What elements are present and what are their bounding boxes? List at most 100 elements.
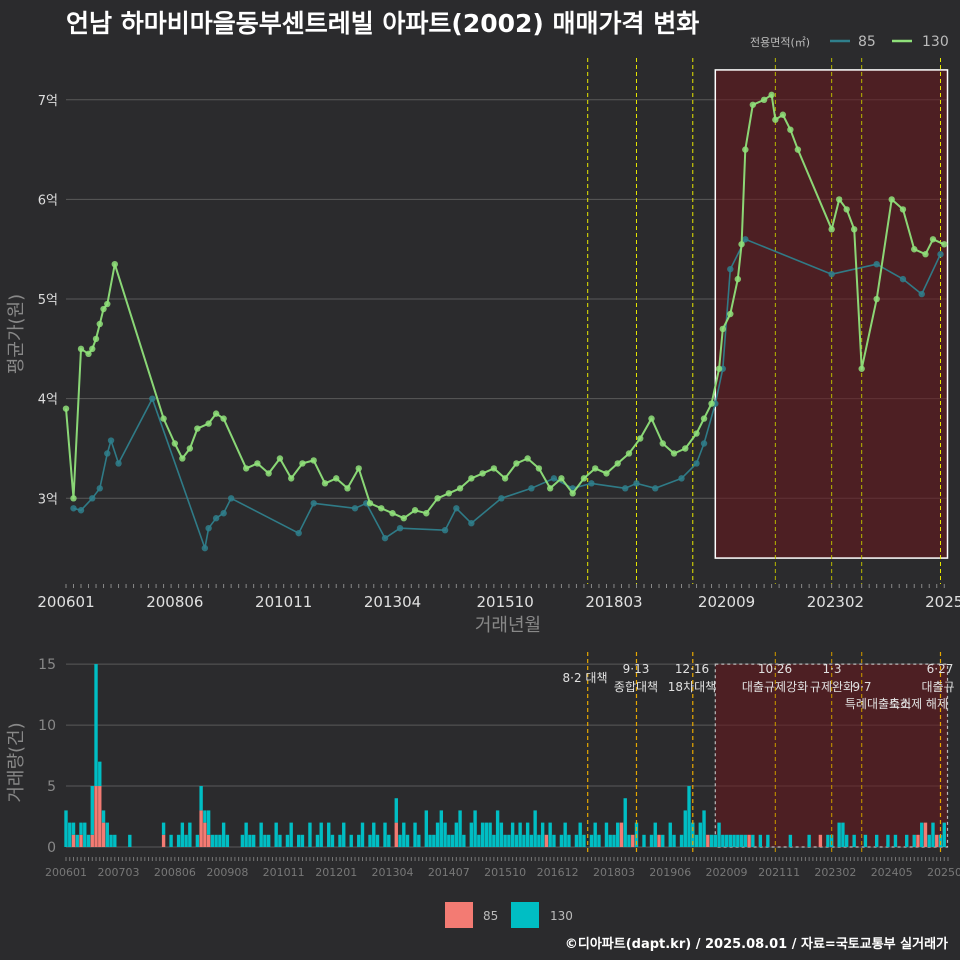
data-point-130: [742, 146, 749, 153]
data-point-85: [693, 460, 700, 467]
bar-x-tick-label: 201612: [537, 866, 579, 879]
bar-130: [424, 810, 428, 847]
policy-label: 9·7: [852, 680, 871, 694]
bar-130: [225, 834, 230, 847]
data-point-130: [648, 415, 655, 422]
policy-label: 대출규제강화: [742, 680, 808, 694]
legend-label-85: 85: [858, 34, 876, 50]
data-point-85: [381, 534, 389, 542]
bar-130: [375, 834, 380, 847]
bar-130: [240, 834, 245, 847]
bar-130: [184, 834, 188, 847]
bar-130: [728, 834, 733, 847]
bar-x-tick-label: 202111: [758, 866, 800, 879]
policy-label: 종합대책: [614, 679, 658, 694]
x-tick-label: 202009: [698, 593, 755, 611]
data-point-130: [625, 450, 633, 457]
x-tick-label: 201803: [585, 593, 642, 611]
bar-y-tick-label: 10: [38, 718, 56, 734]
data-point-130: [501, 475, 509, 482]
data-point-130: [321, 480, 329, 487]
data-point-130: [220, 415, 227, 422]
bar-130: [751, 834, 755, 847]
x-tick-label: 202302: [807, 593, 864, 611]
bar-130: [837, 822, 841, 847]
x-tick-label: 201510: [476, 593, 533, 611]
bar-130: [593, 822, 597, 847]
bar-130: [672, 834, 676, 847]
bar-130: [736, 834, 740, 847]
data-point-130: [828, 226, 835, 233]
bar-130: [473, 810, 477, 847]
data-point-130: [738, 241, 745, 248]
data-point-130: [524, 455, 531, 462]
bar-130: [297, 834, 301, 847]
data-point-130: [749, 101, 757, 108]
bar-130: [383, 822, 387, 847]
bar-130: [428, 834, 432, 847]
data-point-85: [96, 485, 103, 492]
bar-130: [597, 834, 601, 847]
bar-85: [619, 822, 624, 847]
bar-130: [604, 822, 609, 847]
top-legend: 전용면적(㎡) 85 130: [750, 34, 949, 50]
bar-130: [90, 786, 94, 835]
data-point-130: [310, 457, 317, 464]
bar-y-axis-title: 거래량(건): [6, 722, 27, 802]
bar-130: [807, 834, 811, 847]
bar-130: [274, 822, 278, 847]
bar-130: [766, 834, 770, 847]
policy-label: 8·2 대책: [563, 670, 608, 685]
data-point-130: [205, 420, 212, 427]
bar-130: [518, 822, 522, 847]
data-point-130: [276, 455, 284, 462]
bar-130: [661, 834, 665, 847]
bar-130: [308, 822, 312, 847]
data-point-85: [652, 485, 659, 492]
bar-85: [161, 834, 166, 847]
bar-85: [206, 834, 211, 847]
data-point-130: [100, 305, 107, 313]
data-point-130: [434, 495, 441, 502]
data-point-85: [149, 395, 156, 402]
policy-label: 특례대출축소: [845, 697, 911, 711]
bar-130: [653, 822, 657, 847]
bar-130: [435, 822, 440, 847]
data-point-130: [513, 460, 520, 467]
data-point-130: [768, 91, 775, 99]
y-tick-label: 7억: [38, 94, 58, 109]
data-point-130: [670, 450, 678, 457]
bar-130: [372, 822, 376, 847]
data-point-85: [899, 275, 907, 283]
bar-130: [507, 834, 511, 847]
data-point-130: [254, 460, 261, 467]
bar-130: [942, 822, 946, 847]
bar-85: [935, 834, 939, 847]
data-point-130: [734, 275, 742, 283]
data-point-85: [622, 485, 629, 492]
data-point-85: [828, 270, 835, 278]
bar-130: [349, 834, 353, 847]
bar-130: [510, 822, 515, 847]
bar-85: [90, 834, 94, 847]
bar-130: [338, 834, 342, 847]
data-point-130: [843, 206, 850, 213]
data-point-85: [468, 520, 475, 527]
bar-85: [199, 810, 203, 847]
bar-130: [180, 822, 185, 847]
data-point-85: [89, 495, 96, 502]
bar-130: [559, 834, 564, 847]
data-point-85: [873, 260, 880, 268]
bar-85: [818, 834, 823, 847]
bar-x-tick-label: 202405: [871, 866, 913, 879]
data-point-130: [77, 345, 85, 353]
bar-130: [210, 834, 215, 847]
data-point-85: [498, 495, 505, 502]
data-point-130: [719, 325, 727, 333]
data-point-85: [104, 450, 111, 457]
data-point-130: [423, 510, 430, 517]
bar-130: [263, 834, 267, 847]
data-point-130: [899, 206, 907, 213]
data-point-130: [160, 415, 167, 422]
